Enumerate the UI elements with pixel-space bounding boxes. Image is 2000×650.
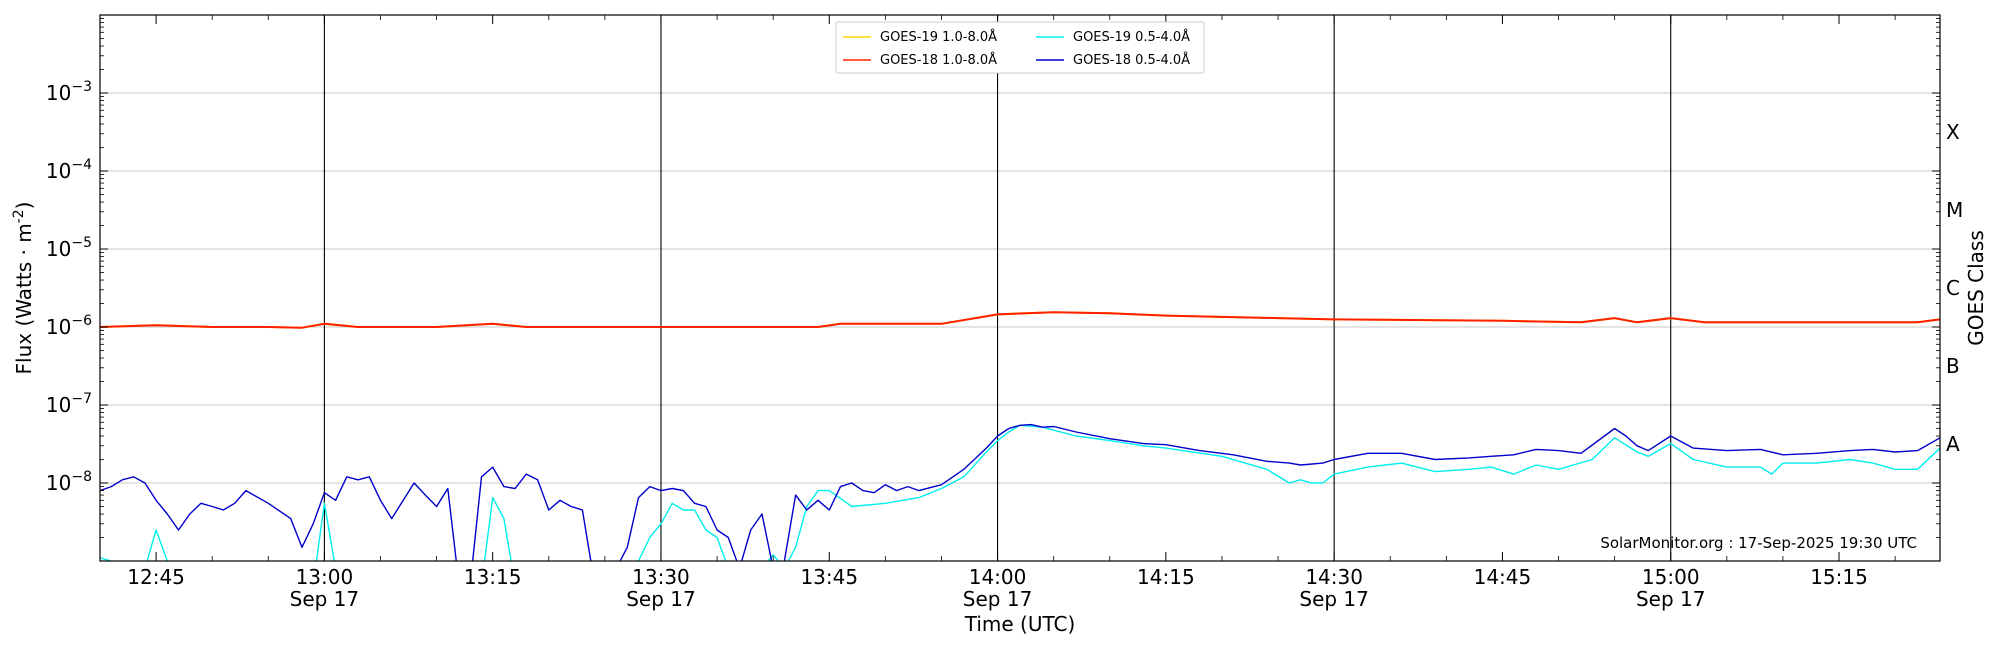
x-tick-label: 13:30 [632,565,690,589]
x-tick-date-label: Sep 17 [290,587,360,611]
y-axis-label: Flux (Watts · m-2) [11,202,36,375]
goes-class-label: A [1946,432,1960,456]
goes-class-label: B [1946,354,1960,378]
legend-label-goes19-long: GOES-19 1.0-8.0Å [880,29,997,45]
x-tick-date-label: Sep 17 [963,587,1033,611]
series-line-goes18-long [100,311,1940,329]
legend-box [835,21,1205,74]
x-tick-label: 13:45 [800,565,858,589]
grid-lines [100,15,1940,561]
x-tick-label: 13:15 [464,565,522,589]
y-tick-label: 10−6 [46,313,92,339]
x-tick-date-label: Sep 17 [1299,587,1369,611]
goes-class-labels: A B C M X [1946,120,1963,456]
credit-label: SolarMonitor.org : 17-Sep-2025 19:30 UTC [1600,534,1917,552]
y-tick-label: 10−7 [46,391,92,417]
axis-ticks [99,15,1940,561]
y-tick-label: 10−3 [46,79,92,105]
x-tick-label: 14:15 [1137,565,1195,589]
x-tick-label: 15:00 [1642,565,1700,589]
x-tick-label: 15:15 [1810,565,1868,589]
series-lines [100,311,1940,561]
series-line-goes18-short [100,423,1940,561]
plot-frame [99,14,1941,562]
y-tick-label: 10−5 [46,235,92,261]
x-axis-label: Time (UTC) [964,612,1076,636]
legend: GOES-19 1.0-8.0Å GOES-18 1.0-8.0Å GOES-1… [835,21,1205,74]
x-tick-label: 13:00 [296,565,354,589]
goes-class-label: X [1946,120,1960,144]
legend-label-goes18-long: GOES-18 1.0-8.0Å [880,52,997,68]
legend-label-goes18-short: GOES-18 0.5-4.0Å [1073,52,1190,68]
goes-class-label: M [1946,198,1963,222]
series-line-goes19-long [100,311,1940,329]
legend-label-goes19-short: GOES-19 0.5-4.0Å [1073,29,1190,45]
x-tick-label: 14:00 [969,565,1027,589]
right-axis-label: GOES Class [1964,230,1988,346]
y-tick-label: 10−8 [46,469,92,495]
x-tick-date-label: Sep 17 [1636,587,1706,611]
y-tick-label: 10−4 [46,157,92,183]
x-tick-label: 14:45 [1474,565,1532,589]
goes-class-label: C [1946,276,1960,300]
x-tick-label: 12:45 [127,565,185,589]
series-line-goes19-short [100,424,1940,561]
y-tick-labels: 10−8 10−7 10−6 10−5 10−4 10−3 [46,79,92,495]
x-tick-label: 14:30 [1305,565,1363,589]
x-tick-date-label: Sep 17 [626,587,696,611]
